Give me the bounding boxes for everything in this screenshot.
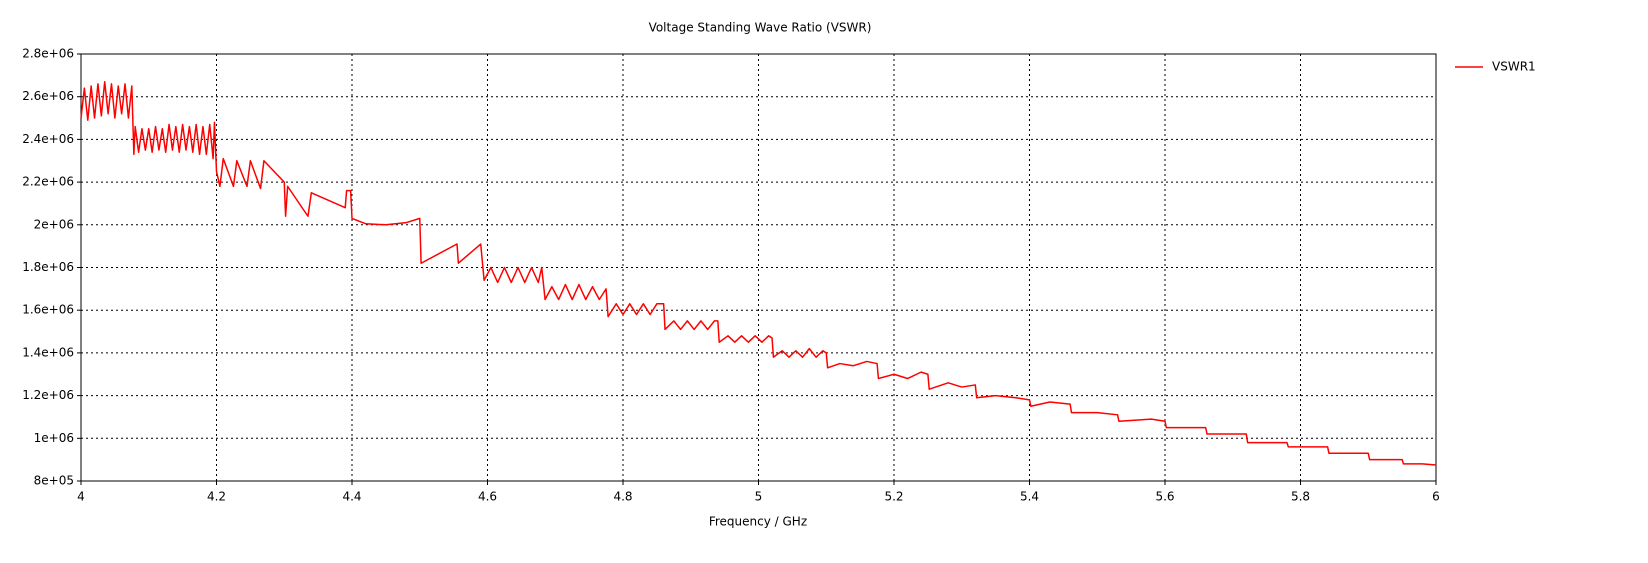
y-tick-label: 1.2e+06 (22, 388, 74, 402)
x-tick-label: 4 (77, 490, 85, 504)
plot-frame (80, 53, 1437, 482)
y-tick-label: 1.6e+06 (22, 303, 74, 317)
y-tick-label: 2.4e+06 (22, 132, 74, 146)
x-tick-label: 5 (755, 490, 763, 504)
x-tick-label: 4.4 (342, 490, 361, 504)
legend-label: VSWR1 (1492, 60, 1536, 74)
series-line (80, 81, 1437, 466)
y-tick-label: 2.2e+06 (22, 175, 74, 189)
x-tick-label: 4.8 (613, 490, 632, 504)
y-tick-label: 8e+05 (34, 474, 74, 488)
y-tick-label: 2.6e+06 (22, 89, 74, 103)
chart-title: Voltage Standing Wave Ratio (VSWR) (649, 21, 872, 35)
y-tick-label: 1.4e+06 (22, 345, 74, 359)
y-tick-label: 1.8e+06 (22, 260, 74, 274)
y-tick-label: 1e+06 (34, 431, 74, 445)
x-tick-label: 4.6 (478, 490, 497, 504)
x-tick-label: 5.6 (1155, 490, 1174, 504)
x-tick-label: 5.4 (1020, 490, 1039, 504)
y-tick-label: 2e+06 (34, 217, 74, 231)
x-tick-label: 5.2 (884, 490, 903, 504)
x-tick-label: 4.2 (207, 490, 226, 504)
x-tick-label: 6 (1432, 490, 1440, 504)
x-tick-label: 5.8 (1291, 490, 1310, 504)
x-axis-label: Frequency / GHz (709, 515, 807, 529)
y-tick-label: 2.8e+06 (22, 47, 74, 61)
